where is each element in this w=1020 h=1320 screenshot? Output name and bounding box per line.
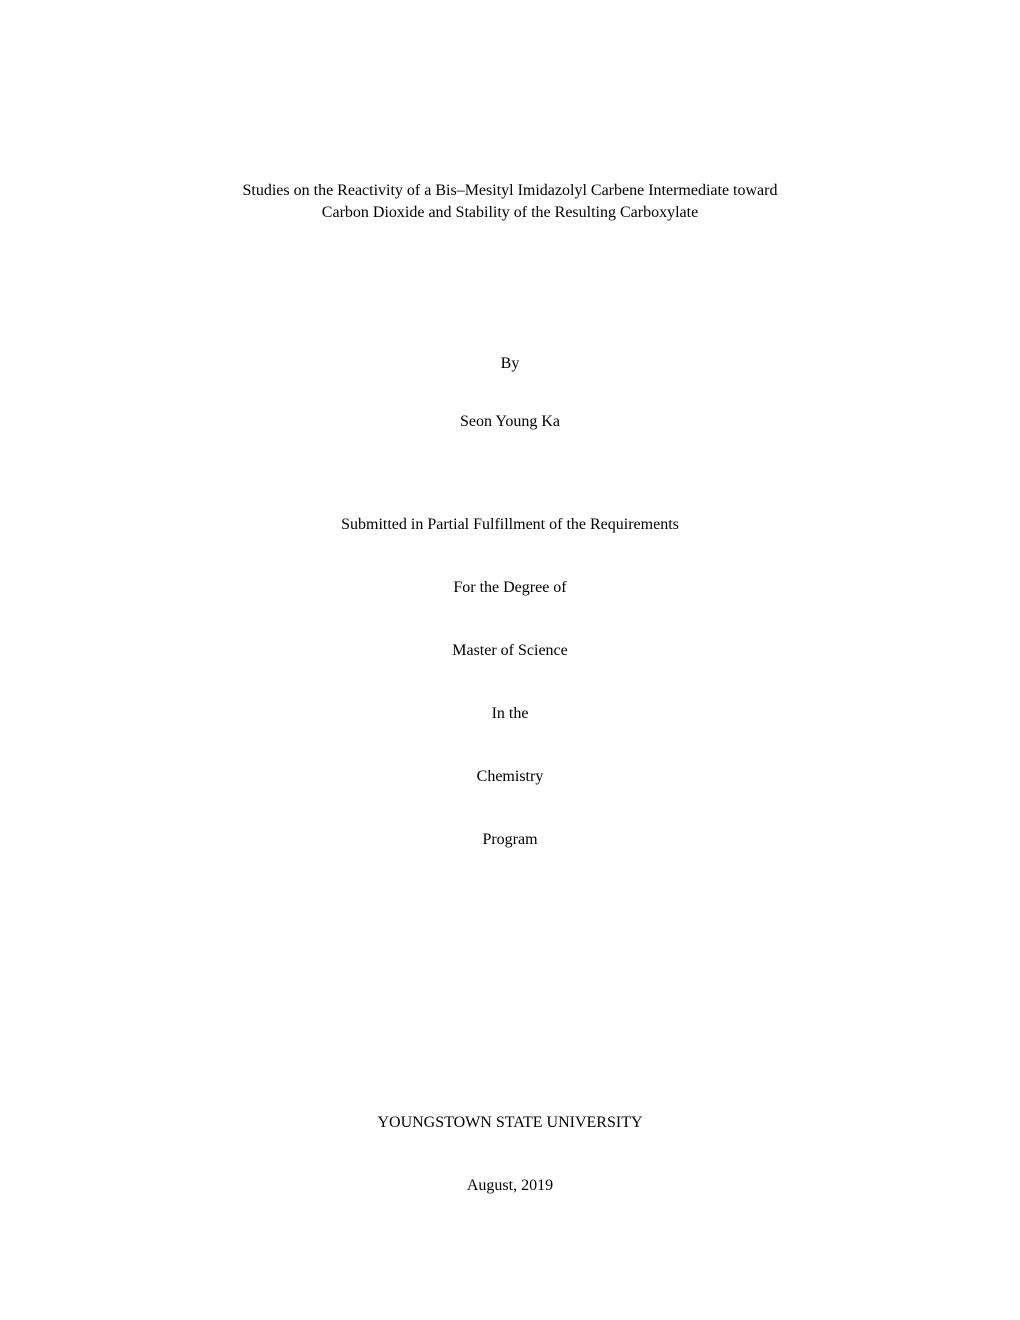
program-label: Program xyxy=(160,831,860,849)
degree-label: For the Degree of xyxy=(160,579,860,597)
university-name: YOUNGSTOWN STATE UNIVERSITY xyxy=(160,1114,860,1132)
title-line-2: Carbon Dioxide and Stability of the Resu… xyxy=(160,202,860,224)
thesis-date: August, 2019 xyxy=(160,1177,860,1195)
by-label: By xyxy=(160,355,860,373)
submission-statement: Submitted in Partial Fulfillment of the … xyxy=(160,516,860,534)
department-name: Chemistry xyxy=(160,768,860,786)
thesis-title: Studies on the Reactivity of a Bis–Mesit… xyxy=(160,180,860,225)
author-name: Seon Young Ka xyxy=(160,413,860,431)
in-the-label: In the xyxy=(160,705,860,723)
degree-name: Master of Science xyxy=(160,642,860,660)
title-line-1: Studies on the Reactivity of a Bis–Mesit… xyxy=(160,180,860,202)
